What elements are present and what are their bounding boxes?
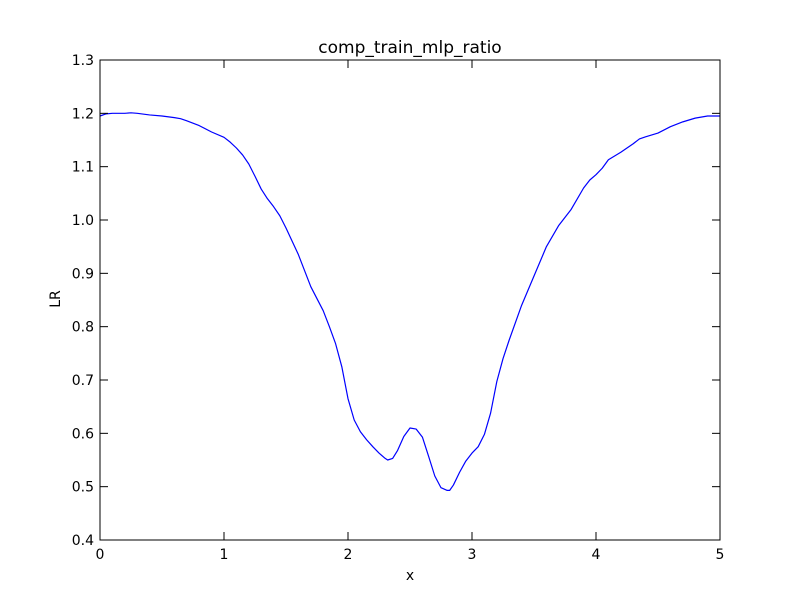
- x-tick-label: 5: [716, 547, 725, 563]
- y-tick-label: 0.7: [72, 373, 94, 389]
- x-tick-label: 0: [96, 547, 105, 563]
- y-tick-label: 1.0: [72, 213, 94, 229]
- x-axis-label: x: [406, 568, 414, 584]
- series-line-0: [99, 112, 720, 491]
- chart-title: comp_train_mlp_ratio: [318, 38, 501, 58]
- y-tick-label: 0.8: [72, 320, 94, 336]
- x-tick-label: 1: [220, 547, 229, 563]
- x-tick-label: 2: [344, 547, 353, 563]
- y-tick-label: 1.2: [72, 106, 94, 122]
- y-tick-label: 0.6: [72, 426, 94, 442]
- y-tick-label: 0.9: [72, 266, 94, 282]
- y-tick-label: 0.5: [72, 480, 94, 496]
- y-axis-label: LR: [48, 290, 64, 308]
- x-tick-label: 3: [468, 547, 477, 563]
- y-tick-label: 1.3: [72, 53, 94, 69]
- plot-area: 0 1 2 3 4 5 0.4 0.5 0.6 0.7 0.8 0.9 1.0 1.1 1.2 1.3: [72, 53, 725, 563]
- y-tick-label: 0.4: [72, 533, 94, 549]
- plot-frame: [99, 59, 721, 541]
- x-tick-label: 4: [592, 547, 601, 563]
- y-tick-label: 1.1: [72, 160, 94, 176]
